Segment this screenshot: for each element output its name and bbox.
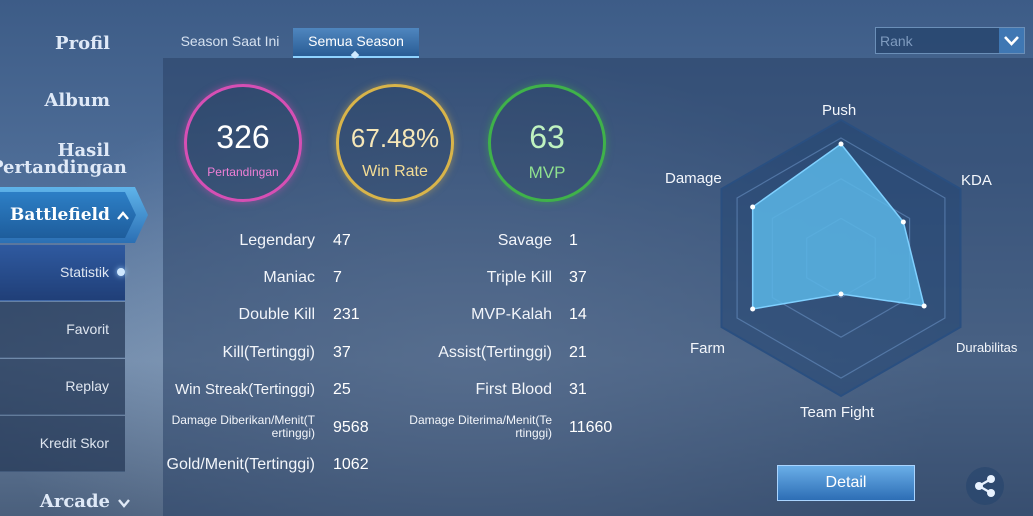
stat-label-line-1: Damage Diterima/Menit(Te — [409, 413, 552, 427]
radar-chart — [720, 118, 962, 398]
matches-value: 326 — [216, 119, 270, 155]
sidebar-item-hasil-pertandingan[interactable]: Hasil Pertandingan — [0, 140, 150, 178]
sidebar-item-arcade[interactable]: Arcade — [39, 491, 110, 512]
mvp-circle: 63 MVP — [488, 84, 606, 202]
stat-value: 1062 — [333, 456, 369, 473]
sidebar: Profil Album Hasil Pertandingan Battlefi… — [0, 0, 160, 516]
sidebar-item-battlefield[interactable] — [0, 192, 136, 238]
sidebar-sub-label: Favorit — [66, 321, 109, 337]
stat-label: Double Kill — [238, 306, 315, 323]
radar-label-damage: Damage — [665, 170, 722, 187]
sidebar-sub-label: Replay — [65, 378, 109, 394]
stat-label: Assist(Tertinggi) — [438, 344, 552, 361]
chevron-up-icon — [117, 211, 129, 220]
stat-value: 11660 — [569, 419, 613, 436]
stat-value: 1 — [569, 232, 578, 249]
radar-label-farm: Farm — [690, 340, 725, 357]
sidebar-sub-label: Kredit Skor — [39, 435, 109, 451]
stat-value: 9568 — [333, 419, 369, 436]
share-icon[interactable] — [965, 466, 1005, 506]
radar-point-5 — [750, 204, 756, 210]
stat-label-line-2: ertinggi) — [271, 426, 315, 440]
tab-season-saat-ini[interactable]: Season Saat Ini — [180, 33, 280, 49]
stat-value: 25 — [333, 381, 351, 398]
stat-value: 31 — [569, 381, 587, 398]
matches-circle: 326 Pertandingan — [184, 84, 302, 202]
stat-label: MVP-Kalah — [471, 306, 552, 323]
stat-label: Maniac — [263, 269, 315, 286]
stat-value: 21 — [569, 344, 587, 361]
sidebar-sub-replay[interactable]: Replay — [0, 359, 125, 415]
stat-label: Triple Kill — [486, 269, 552, 286]
detail-button[interactable]: Detail — [777, 465, 915, 501]
stat-label: Gold/Menit(Tertinggi) — [166, 456, 316, 473]
dropdown-button[interactable] — [999, 28, 1024, 53]
stat-label: First Blood — [475, 381, 552, 398]
sidebar-item-profil[interactable]: Profil — [55, 33, 110, 54]
stat-label-line-2: rtinggi) — [515, 426, 552, 440]
stat-label: Damage Diberikan/Menit(T ertinggi) — [160, 414, 315, 440]
chevron-down-icon — [1004, 36, 1019, 46]
win-rate-label: Win Rate — [362, 163, 428, 180]
stat-label-line-1: Damage Diberikan/Menit(T — [171, 413, 315, 427]
tab-semua-season[interactable]: Semua Season — [293, 28, 419, 58]
radar-point-1 — [900, 219, 906, 225]
radar-grid-0 — [736, 137, 946, 379]
stat-value: 231 — [333, 306, 360, 323]
mode-select[interactable]: Rank — [875, 27, 1025, 54]
hasil-line-2: Pertandingan — [0, 157, 127, 178]
stat-label: Kill(Tertinggi) — [222, 344, 315, 361]
radar-point-0 — [838, 141, 844, 147]
radar-point-2 — [921, 303, 927, 309]
stat-value: 14 — [569, 306, 587, 323]
stat-label: Savage — [497, 232, 552, 249]
sidebar-item-battlefield-label: Battlefield — [10, 205, 110, 225]
sidebar-item-album[interactable]: Album — [44, 90, 110, 111]
radar-label-durabilitas: Durabilitas — [956, 340, 1018, 355]
sidebar-sub-kredit-skor[interactable]: Kredit Skor — [0, 416, 125, 472]
sidebar-sub-label: Statistik — [59, 264, 109, 280]
radar-point-3 — [838, 291, 844, 297]
stat-value: 47 — [333, 232, 351, 249]
radar-label-team-fight: Team Fight — [800, 404, 875, 421]
mvp-label: MVP — [528, 163, 566, 182]
radar-point-4 — [750, 306, 756, 312]
stat-label: Win Streak(Tertinggi) — [174, 381, 315, 398]
win-rate-value: 67.48% — [350, 123, 440, 153]
stat-value: 37 — [333, 344, 351, 361]
stat-value: 7 — [333, 269, 342, 286]
win-rate-circle: 67.48% Win Rate — [336, 84, 454, 202]
matches-label: Pertandingan — [207, 165, 279, 179]
mvp-value: 63 — [529, 119, 565, 155]
hasil-line-1: Hasil — [57, 140, 110, 161]
sidebar-sub-favorit[interactable]: Favorit — [0, 302, 125, 358]
mode-select-value: Rank — [880, 33, 913, 49]
stat-value: 37 — [569, 269, 587, 286]
stat-label: Legendary — [239, 232, 315, 249]
radar-label-push: Push — [822, 102, 857, 119]
stat-label: Damage Diterima/Menit(Te rtinggi) — [380, 414, 552, 440]
sidebar-sub-statistik[interactable]: Statistik — [0, 245, 125, 301]
chevron-down-icon — [118, 499, 130, 508]
radar-label-kda: KDA — [961, 172, 992, 189]
active-dot-icon — [117, 268, 125, 276]
